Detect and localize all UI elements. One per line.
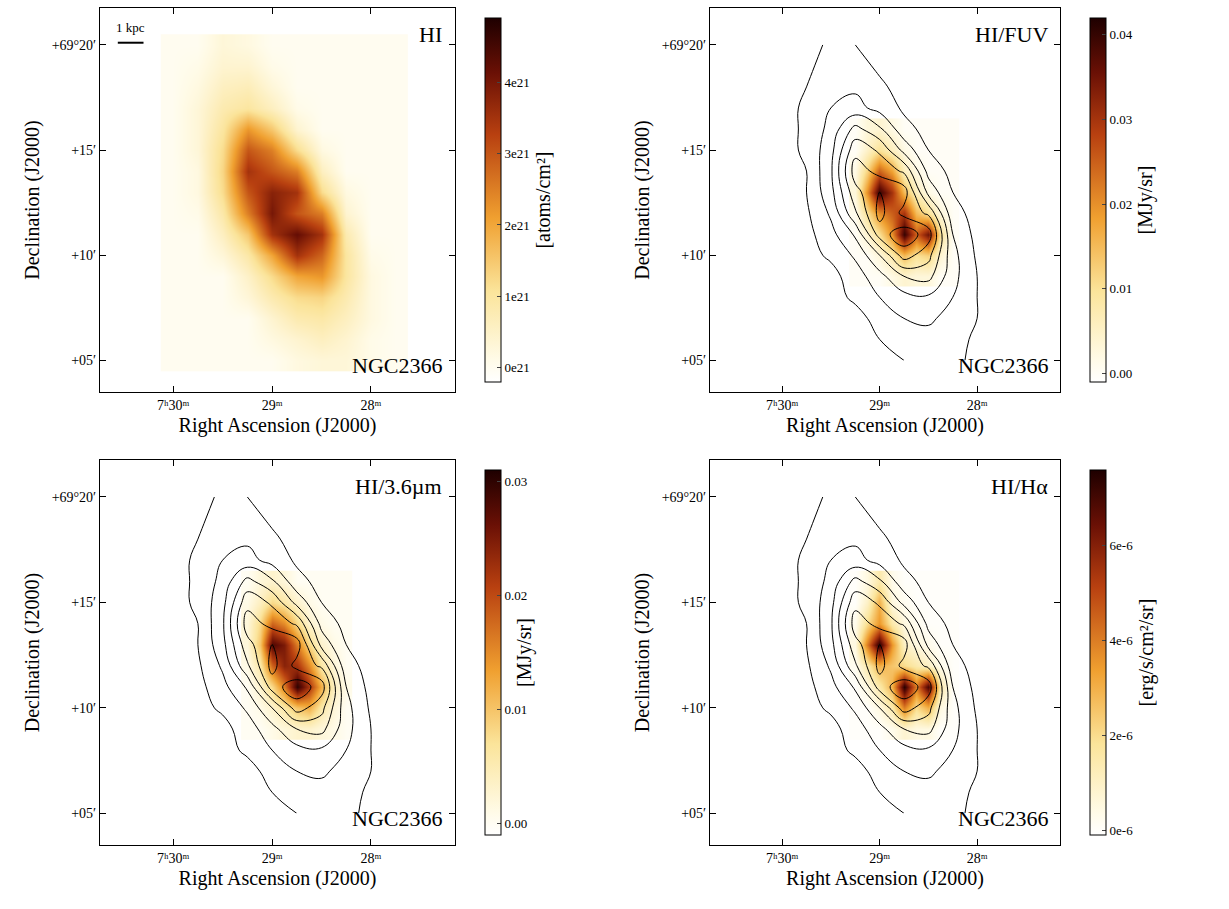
svg-text:[MJy/sr]: [MJy/sr] — [1134, 166, 1157, 235]
svg-text:29ᵐ: 29ᵐ — [262, 851, 283, 866]
svg-text:7ʰ30ᵐ: 7ʰ30ᵐ — [157, 851, 189, 866]
svg-text:0.04: 0.04 — [1110, 27, 1133, 42]
svg-text:1 kpc: 1 kpc — [116, 20, 145, 35]
svg-text:+10′: +10′ — [681, 701, 706, 716]
svg-text:1e21: 1e21 — [505, 289, 530, 304]
svg-text:4e-6: 4e-6 — [1110, 633, 1134, 648]
svg-text:28ᵐ: 28ᵐ — [967, 398, 988, 413]
svg-text:29ᵐ: 29ᵐ — [869, 851, 890, 866]
svg-text:HI/FUV: HI/FUV — [975, 22, 1048, 47]
svg-text:0.03: 0.03 — [505, 474, 528, 489]
svg-text:6e-6: 6e-6 — [1110, 538, 1134, 553]
svg-text:+05′: +05′ — [681, 353, 706, 368]
svg-text:Right Ascension (J2000): Right Ascension (J2000) — [786, 414, 984, 437]
svg-text:+15′: +15′ — [71, 595, 96, 610]
svg-text:[MJy/sr]: [MJy/sr] — [513, 618, 536, 687]
svg-text:+05′: +05′ — [71, 353, 96, 368]
svg-text:[atoms/cm²]: [atoms/cm²] — [532, 151, 554, 248]
svg-text:2e-6: 2e-6 — [1110, 728, 1134, 743]
svg-text:[erg/s/cm²/sr]: [erg/s/cm²/sr] — [1135, 599, 1158, 707]
svg-text:3e21: 3e21 — [505, 146, 530, 161]
svg-text:Right Ascension (J2000): Right Ascension (J2000) — [179, 867, 377, 890]
svg-text:7ʰ30ᵐ: 7ʰ30ᵐ — [766, 398, 798, 413]
svg-text:0.01: 0.01 — [505, 702, 528, 717]
svg-text:29ᵐ: 29ᵐ — [262, 398, 283, 413]
svg-text:4e21: 4e21 — [505, 75, 530, 90]
svg-text:+05′: +05′ — [681, 806, 706, 821]
svg-text:NGC2366: NGC2366 — [352, 353, 442, 378]
svg-text:+69°20′: +69°20′ — [662, 490, 707, 505]
svg-text:0.02: 0.02 — [505, 588, 528, 603]
svg-text:28ᵐ: 28ᵐ — [361, 398, 382, 413]
svg-text:28ᵐ: 28ᵐ — [967, 851, 988, 866]
svg-text:NGC2366: NGC2366 — [352, 806, 442, 831]
svg-text:+05′: +05′ — [71, 806, 96, 821]
svg-text:Declination (J2000): Declination (J2000) — [21, 573, 44, 732]
svg-text:+15′: +15′ — [681, 143, 706, 158]
svg-text:29ᵐ: 29ᵐ — [869, 398, 890, 413]
svg-text:+10′: +10′ — [71, 701, 96, 716]
svg-text:7ʰ30ᵐ: 7ʰ30ᵐ — [157, 398, 189, 413]
svg-text:NGC2366: NGC2366 — [958, 353, 1048, 378]
svg-text:7ʰ30ᵐ: 7ʰ30ᵐ — [766, 851, 798, 866]
svg-text:0.00: 0.00 — [1110, 366, 1133, 381]
svg-text:+15′: +15′ — [71, 143, 96, 158]
svg-text:+10′: +10′ — [71, 248, 96, 263]
svg-text:+10′: +10′ — [681, 248, 706, 263]
svg-text:0e-6: 0e-6 — [1110, 823, 1134, 838]
svg-text:Declination (J2000): Declination (J2000) — [631, 573, 654, 732]
svg-text:HI/3.6µm: HI/3.6µm — [355, 474, 442, 499]
svg-text:+15′: +15′ — [681, 595, 706, 610]
svg-text:0.01: 0.01 — [1110, 281, 1133, 296]
svg-text:0.02: 0.02 — [1110, 197, 1133, 212]
svg-text:0.00: 0.00 — [505, 816, 528, 831]
svg-text:Right Ascension (J2000): Right Ascension (J2000) — [786, 867, 984, 890]
svg-text:0e21: 0e21 — [505, 360, 530, 375]
svg-text:+69°20′: +69°20′ — [52, 490, 97, 505]
svg-text:Declination (J2000): Declination (J2000) — [631, 120, 654, 279]
svg-text:0.03: 0.03 — [1110, 112, 1133, 127]
svg-text:Right Ascension (J2000): Right Ascension (J2000) — [179, 414, 377, 437]
svg-text:HI: HI — [419, 22, 442, 47]
svg-text:28ᵐ: 28ᵐ — [361, 851, 382, 866]
svg-text:NGC2366: NGC2366 — [958, 806, 1048, 831]
svg-text:+69°20′: +69°20′ — [52, 38, 97, 53]
svg-text:HI/Hα: HI/Hα — [991, 474, 1048, 499]
svg-text:Declination (J2000): Declination (J2000) — [21, 120, 44, 279]
svg-text:2e21: 2e21 — [505, 218, 530, 233]
svg-text:+69°20′: +69°20′ — [662, 38, 707, 53]
